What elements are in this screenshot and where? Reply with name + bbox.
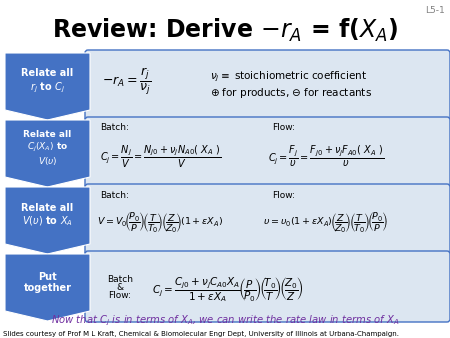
Text: Relate all
$r_j$ to $C_j$: Relate all $r_j$ to $C_j$ bbox=[22, 68, 74, 95]
Text: $V = V_0\!\left(\!\dfrac{P_0}{P}\!\right)\!\left(\!\dfrac{T}{T_0}\!\right)\!\lef: $V = V_0\!\left(\!\dfrac{P_0}{P}\!\right… bbox=[97, 210, 223, 235]
Polygon shape bbox=[5, 254, 90, 321]
Polygon shape bbox=[5, 187, 90, 254]
Text: Relate all
$C_j(X_A)$ to
$V(\upsilon)$: Relate all $C_j(X_A)$ to $V(\upsilon)$ bbox=[23, 130, 72, 167]
Text: Batch: Batch bbox=[107, 275, 133, 284]
Text: Now that $C_j$ is in terms of $X_A$, we can write the rate law in terms of $X_A$: Now that $C_j$ is in terms of $X_A$, we … bbox=[51, 314, 399, 328]
Text: $C_j = \dfrac{F_j}{\upsilon} = \dfrac{F_{j0}+\nu_j F_{A0}(\ X_A\ )}{\upsilon}$: $C_j = \dfrac{F_j}{\upsilon} = \dfrac{F_… bbox=[268, 144, 384, 169]
Text: L5-1: L5-1 bbox=[425, 6, 445, 15]
Text: &: & bbox=[117, 283, 124, 292]
FancyBboxPatch shape bbox=[85, 184, 450, 255]
Polygon shape bbox=[5, 120, 90, 187]
Text: $-r_A = \dfrac{r_j}{\nu_j}$: $-r_A = \dfrac{r_j}{\nu_j}$ bbox=[102, 66, 151, 97]
Text: Batch:: Batch: bbox=[100, 123, 129, 132]
FancyBboxPatch shape bbox=[85, 50, 450, 121]
Text: Flow:: Flow: bbox=[272, 191, 295, 199]
Text: $\upsilon=\upsilon_0(1+\varepsilon X_A)\!\left(\!\dfrac{Z}{Z_0}\!\right)\!\left(: $\upsilon=\upsilon_0(1+\varepsilon X_A)\… bbox=[263, 210, 388, 235]
Text: Relate all
$V(\upsilon)$ to $X_A$: Relate all $V(\upsilon)$ to $X_A$ bbox=[22, 203, 74, 228]
Text: $C_j = \dfrac{N_j}{V} = \dfrac{N_{j0}+\nu_j N_{A0}(\ X_A\ )}{V}$: $C_j = \dfrac{N_j}{V} = \dfrac{N_{j0}+\n… bbox=[100, 143, 221, 170]
Text: Put
together: Put together bbox=[23, 272, 72, 293]
Text: Flow:: Flow: bbox=[108, 291, 131, 300]
FancyBboxPatch shape bbox=[85, 251, 450, 322]
Text: $\nu_j \equiv$ stoichiometric coefficient: $\nu_j \equiv$ stoichiometric coefficien… bbox=[210, 69, 367, 84]
Text: $\oplus$ for products, $\ominus$ for reactants: $\oplus$ for products, $\ominus$ for rea… bbox=[210, 86, 372, 99]
Polygon shape bbox=[5, 53, 90, 120]
FancyBboxPatch shape bbox=[85, 117, 450, 188]
Text: $C_j = \dfrac{C_{j0}+\nu_j C_{A0} X_A}{1+\varepsilon X_A}\!\left(\!\dfrac{P}{P_0: $C_j = \dfrac{C_{j0}+\nu_j C_{A0} X_A}{1… bbox=[152, 275, 303, 304]
Text: Slides courtesy of Prof M L Kraft, Chemical & Biomolecular Engr Dept, University: Slides courtesy of Prof M L Kraft, Chemi… bbox=[3, 331, 399, 337]
Text: Review: Derive $-r_A$ = f($X_A$): Review: Derive $-r_A$ = f($X_A$) bbox=[52, 17, 398, 44]
Text: Flow:: Flow: bbox=[272, 123, 295, 132]
Text: Batch:: Batch: bbox=[100, 191, 129, 199]
